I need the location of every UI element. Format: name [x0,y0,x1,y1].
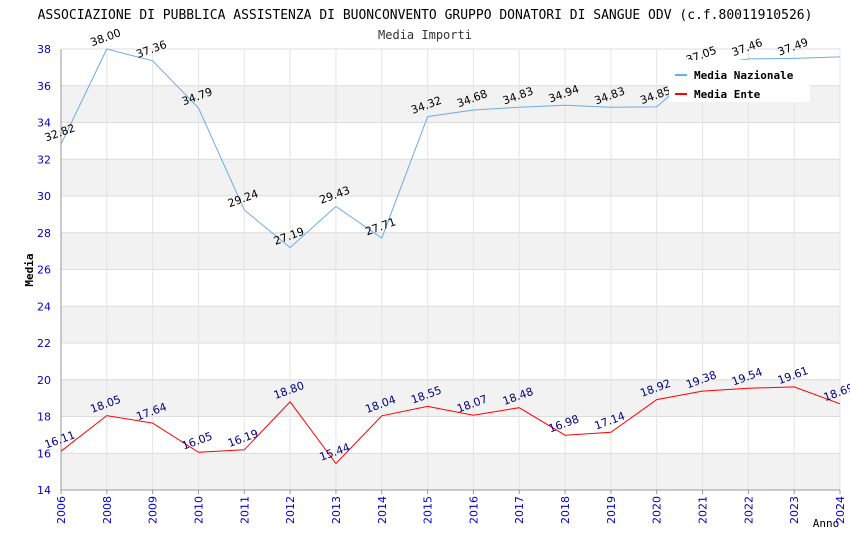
x-tick-label: 2008 [101,496,114,524]
legend: Media Nazionale Media Ente [669,60,810,102]
y-tick-label: 30 [37,190,51,203]
grid-band [61,232,840,270]
legend-label: Media Nazionale [694,69,794,82]
plot-background [61,85,840,490]
x-tick-label: 2011 [238,496,251,524]
data-label-ente: 16.05 [180,430,214,453]
y-tick-label: 16 [37,447,51,460]
y-tick-label: 20 [37,374,51,387]
legend-label: Media Ente [694,88,761,101]
data-label-ente: 16.11 [43,428,77,451]
x-tick-label: 2023 [788,496,801,524]
grid-band [61,306,840,343]
x-tick-label: 2010 [192,496,205,524]
x-tick-label: 2015 [422,496,435,524]
chart-title: ASSOCIAZIONE DI PUBBLICA ASSISTENZA DI B… [38,8,813,23]
grid-band [61,453,840,490]
data-label-nazionale: 37.36 [134,38,168,61]
y-tick-label: 24 [37,300,51,313]
data-label-nazionale: 37.46 [730,36,764,59]
x-tick-label: 2006 [55,496,68,524]
y-tick-label: 28 [37,227,51,240]
x-tick-label: 2018 [559,496,572,524]
x-tick-label: 2022 [742,496,755,524]
x-tick-label: 2017 [513,496,526,524]
y-tick-label: 36 [37,80,51,93]
x-tick-label: 2019 [605,496,618,524]
y-tick-label: 38 [37,43,51,56]
x-tick-label: 2014 [376,496,389,524]
data-label-nazionale: 38.00 [89,26,123,49]
chart-subtitle: Media Importi [378,28,472,42]
grid-lines [60,48,841,491]
x-tick-label: 2020 [651,496,664,524]
x-tick-label: 2013 [330,496,343,524]
x-tick-label: 2016 [467,496,480,524]
y-axis-label: Media [23,253,36,286]
x-tick-label: 2021 [697,496,710,524]
y-tick-label: 34 [37,117,51,130]
grid-band [61,159,840,196]
legend-box [669,60,810,102]
y-tick-label: 22 [37,337,51,350]
y-tick-label: 14 [37,484,51,497]
y-tick-label: 18 [37,411,51,424]
x-tick-label: 2012 [284,496,297,524]
y-tick-label: 32 [37,153,51,166]
y-tick-label: 26 [37,264,51,277]
series-line-media-ente [60,386,841,465]
x-tick-label: 2024 [834,496,847,524]
x-axis-label: Anno [813,517,840,530]
data-label-ente: 16.19 [226,427,260,450]
data-label-nazionale: 37.49 [776,36,810,59]
x-tick-label: 2009 [147,496,160,524]
